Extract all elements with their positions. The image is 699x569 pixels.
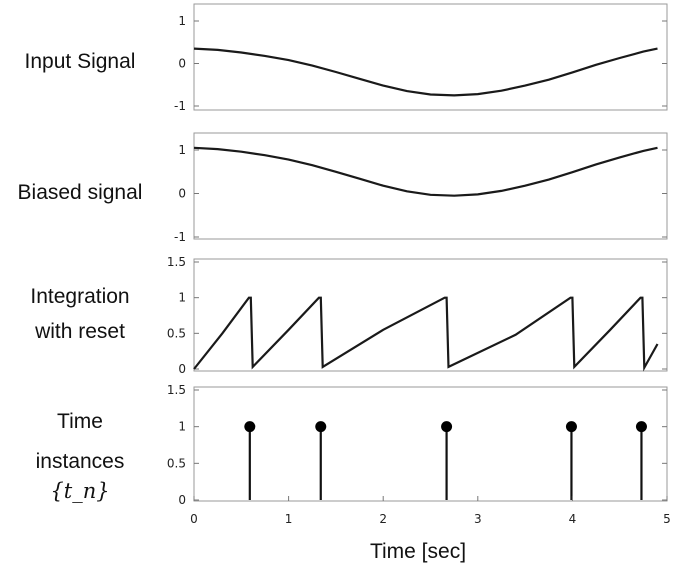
- stem-marker: [315, 421, 327, 433]
- y-tick-label: 0.5: [167, 326, 186, 340]
- y-tick-label: 1: [178, 14, 186, 28]
- y-tick-label: 1: [178, 143, 186, 157]
- y-tick-label: 1.5: [167, 255, 186, 269]
- y-tick-label: 1: [178, 420, 186, 434]
- y-tick-label: -1: [174, 99, 186, 113]
- x-tick-label: 0: [190, 512, 198, 526]
- y-tick-label: -1: [174, 230, 186, 244]
- y-tick-label: 0.5: [167, 456, 186, 470]
- panel-3: 1.5 1 0.5 0 Integration with reset: [30, 255, 668, 376]
- row-label-math: {t_n}: [50, 479, 109, 503]
- panels: 1 0 -1 Input Signal 1 0 -1 Biased signal 1.5 1 0.5…: [18, 3, 671, 526]
- panel-2: 1 0 -1 Biased signal: [18, 132, 668, 244]
- x-tick-label: 5: [663, 512, 671, 526]
- stem-marker: [635, 421, 647, 433]
- row-label: Time: [57, 410, 103, 433]
- panel-4: 1.5 1 0.5 00 1 2 3 4 5 Time instances {t_n}: [36, 383, 671, 526]
- y-tick-label: 0: [178, 187, 186, 201]
- series-line: [193, 296, 659, 372]
- stem-marker: [441, 421, 453, 433]
- series-line: [193, 47, 658, 97]
- plot-frame: [193, 132, 668, 240]
- panel-1: 1 0 -1 Input Signal: [25, 3, 668, 113]
- y-tick-label: 1: [178, 291, 186, 305]
- x-tick-label: 3: [474, 512, 482, 526]
- row-label: instances: [36, 450, 125, 473]
- row-label: Biased signal: [18, 181, 143, 204]
- y-tick-label: 0: [178, 493, 186, 507]
- y-tick-label: 0: [178, 362, 186, 376]
- x-tick-label: 4: [569, 512, 577, 526]
- x-tick-label: 1: [285, 512, 293, 526]
- series-line: [193, 146, 658, 197]
- x-tick-label: 2: [379, 512, 387, 526]
- x-axis-label: Time [sec]: [370, 540, 466, 563]
- plot-frame: [193, 386, 668, 502]
- y-tick-label: 0: [178, 57, 186, 71]
- row-label: Input Signal: [25, 50, 136, 73]
- stem-marker: [244, 421, 256, 433]
- row-label: Integration: [30, 285, 129, 308]
- row-label: with reset: [34, 320, 125, 343]
- y-tick-label: 1.5: [167, 383, 186, 397]
- stem-marker: [565, 421, 577, 433]
